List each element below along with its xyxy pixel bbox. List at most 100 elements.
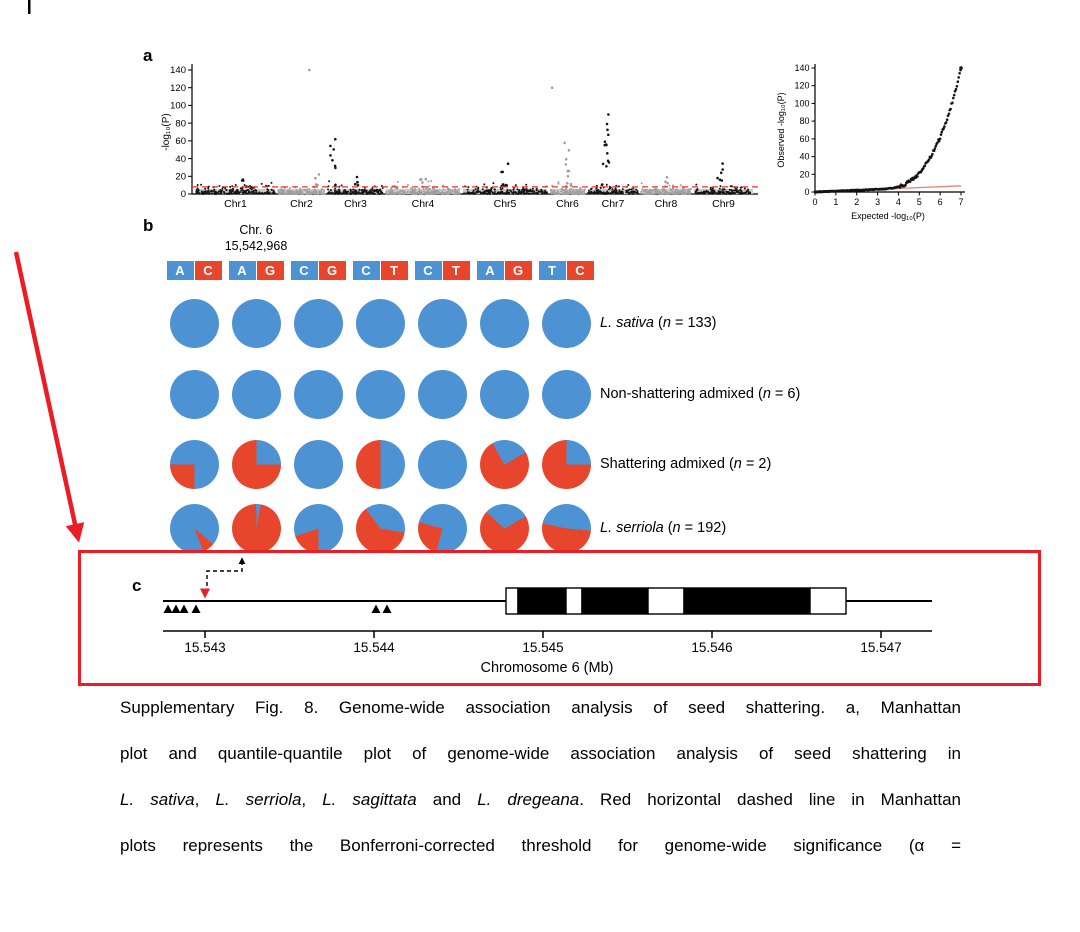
svg-text:Chr4: Chr4 [412,198,435,210]
genotype-pie [293,439,343,489]
svg-text:80: 80 [175,118,186,129]
panel-c-label: c [132,576,142,595]
genotype-pie [293,369,343,419]
genotype-pie [417,369,467,419]
genotype-pie [169,369,219,419]
genotype-pie [169,439,219,489]
allele-ref-box: T [538,261,566,280]
svg-text:80: 80 [799,116,809,126]
snp-locus-label: Chr. 6 15,542,968 [196,222,316,254]
pie-row-label: Shattering admixed (n = 2) [600,456,772,472]
svg-text:Expected -log₁₀(P): Expected -log₁₀(P) [851,211,925,221]
allele-alt-box: G [256,261,284,280]
allele-ref-box: A [166,261,194,280]
svg-text:Observed -log₁₀(P): Observed -log₁₀(P) [776,92,786,167]
locus-position: 15,542,968 [224,239,288,253]
genotype-pie [355,298,405,348]
svg-text:7: 7 [958,197,963,207]
svg-text:Chr3: Chr3 [344,198,367,210]
svg-text:120: 120 [794,81,809,91]
svg-text:20: 20 [175,172,186,183]
allele-alt-box: T [380,261,408,280]
svg-text:60: 60 [799,134,809,144]
zoom-callout-arrow [13,251,85,543]
panel-b-label: b [143,216,154,235]
svg-text:0: 0 [812,197,817,207]
svg-text:3: 3 [875,197,880,207]
genotype-pie [479,439,529,489]
genotype-pie [417,298,467,348]
svg-text:Chr8: Chr8 [655,198,678,210]
svg-text:120: 120 [170,83,186,94]
allele-ref-box: A [228,261,256,280]
svg-text:140: 140 [794,63,809,73]
genotype-pie [541,298,591,348]
genotype-pie [355,503,405,553]
pie-row-label: Non-shattering admixed (n = 6) [600,386,801,402]
caption-line: Supplementary Fig. 8. Genome-wide associ… [120,698,961,717]
svg-text:Chr7: Chr7 [602,198,625,210]
genotype-pie [355,369,405,419]
genotype-pie [293,298,343,348]
svg-text:2: 2 [854,197,859,207]
svg-text:100: 100 [794,98,809,108]
locus-chromosome: Chr. 6 [239,223,273,237]
allele-alt-box: G [318,261,346,280]
genotype-pie [231,298,281,348]
genotype-pie [541,369,591,419]
svg-text:6: 6 [938,197,943,207]
svg-text:5: 5 [917,197,922,207]
genotype-pie [479,503,529,553]
svg-text:-log₁₀(P): -log₁₀(P) [161,113,172,151]
svg-text:4: 4 [896,197,901,207]
manhattan-plot: 140 120 100 80 60 40 20 0 -log₁₀(P) Chr1 Chr2 Chr3 C… [161,64,758,210]
caption-line: L. sativa, L. serriola, L. sagittata and… [120,790,962,809]
genotype-pie [231,369,281,419]
caption-line: plots represents the Bonferroni-correcte… [120,836,961,855]
genotype-pie [417,503,467,553]
genotype-pie [293,503,343,553]
svg-text:Chr5: Chr5 [494,198,517,210]
svg-text:20: 20 [799,169,809,179]
svg-text:Chr6: Chr6 [556,198,579,210]
genotype-pie [231,503,281,553]
corner-mark [28,0,31,14]
svg-text:1: 1 [833,197,838,207]
pie-row-label: L. sativa (n = 133) [600,315,717,331]
allele-ref-box: C [290,261,318,280]
genotype-pie [541,503,591,553]
svg-text:60: 60 [175,136,186,147]
allele-ref-box: C [352,261,380,280]
svg-text:100: 100 [170,101,186,112]
genotype-pie [417,439,467,489]
svg-text:Chr2: Chr2 [290,198,313,210]
allele-alt-box: C [194,261,222,280]
svg-text:40: 40 [799,152,809,162]
genotype-pie [355,439,405,489]
genotype-pie [479,369,529,419]
allele-alt-box: G [504,261,532,280]
svg-text:0: 0 [181,189,186,200]
genotype-pie [169,503,219,553]
svg-text:140: 140 [170,65,186,76]
highlight-box [78,550,1041,686]
allele-alt-box: T [442,261,470,280]
genotype-pie [231,439,281,489]
genotype-pie [541,439,591,489]
svg-text:Chr1: Chr1 [224,198,247,210]
genotype-pie [169,298,219,348]
svg-text:Chr9: Chr9 [712,198,735,210]
pie-row-label: L. serriola (n = 192) [600,520,727,536]
svg-text:0: 0 [804,187,809,197]
qq-plot: 0 1 2 3 4 5 6 7 0 20 40 60 80 100 120 140 Observed -log₁… [776,63,965,221]
allele-ref-box: A [476,261,504,280]
allele-alt-box: C [566,261,594,280]
svg-text:40: 40 [175,154,186,165]
